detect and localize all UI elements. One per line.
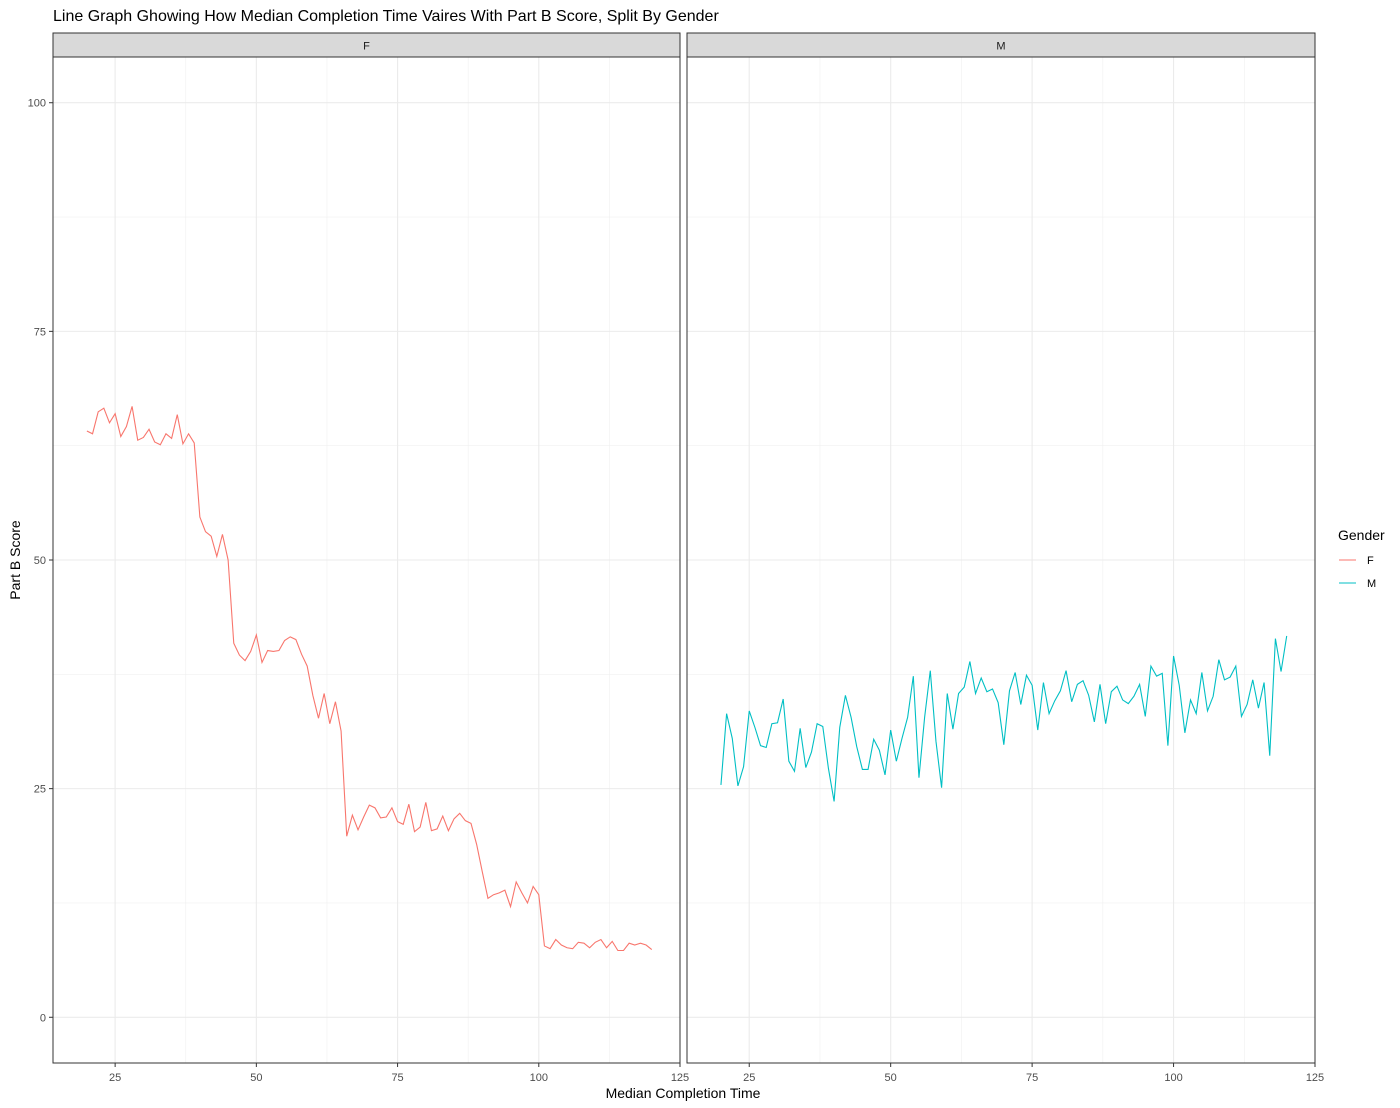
y-tick-label: 50 [34,555,46,567]
legend: Gender FM [1338,527,1385,590]
facet-strip-label: F [363,41,370,53]
x-tick-label: 75 [391,1072,403,1084]
x-tick-label: 25 [109,1072,121,1084]
chart-title: Line Graph Ghowing How Median Completion… [53,8,719,25]
y-tick-label: 0 [40,1012,46,1024]
x-tick-label: 25 [743,1072,755,1084]
legend-entries: FM [1339,555,1376,590]
y-tick-label: 75 [34,326,46,338]
y-tick-label: 25 [34,784,46,796]
x-tick-label: 125 [671,1072,689,1084]
series-line-M [720,635,1288,802]
legend-label-M: M [1367,578,1376,590]
facet-strip [52,32,681,58]
facet-strip-label: M [996,41,1005,53]
x-tick-label: 100 [1164,1072,1182,1084]
facet-panel-M: M 25 50 75 100 125 [686,32,1324,1084]
y-tick-label: 100 [28,98,46,110]
facet-panels: F 25 50 75 100 125 0 25 50 75 100 M 25 50 75 100 125 [28,32,1324,1084]
legend-label-F: F [1367,555,1374,567]
legend-title: Gender [1338,527,1385,543]
y-axis-title: Part B Score [7,520,23,600]
x-axis-title: Median Completion Time [606,1085,761,1101]
x-tick-label: 75 [1026,1072,1038,1084]
series-line-F [86,406,653,952]
x-tick-label: 100 [530,1072,548,1084]
facet-panel-F: F 25 50 75 100 125 0 25 50 75 100 [28,32,689,1084]
x-tick-label: 125 [1306,1072,1324,1084]
x-tick-label: 50 [250,1072,262,1084]
x-tick-label: 50 [885,1072,897,1084]
facet-strip [686,32,1316,58]
